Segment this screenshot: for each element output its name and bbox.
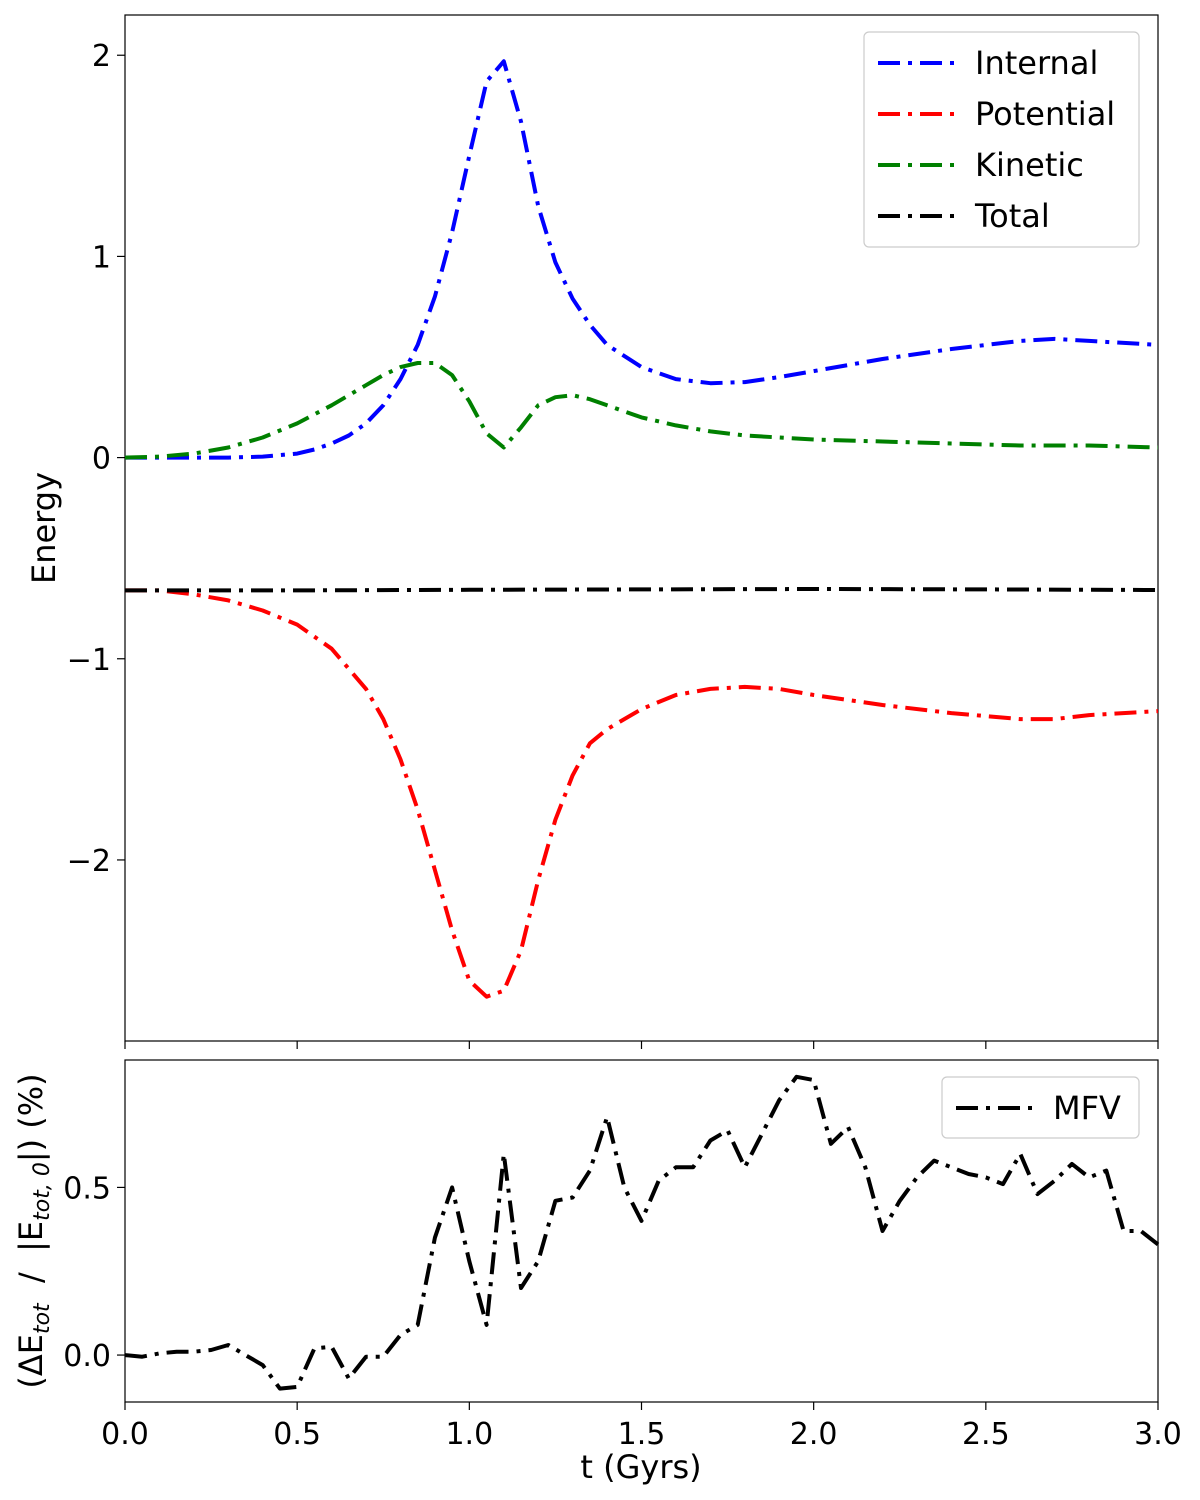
energy-legend-label-internal: Internal [975, 44, 1098, 82]
energy-y-tick-label: 2 [92, 39, 111, 74]
energy-y-tick-label: −2 [67, 844, 111, 879]
error-ylabel-sub-2: tot, 0 [30, 1162, 55, 1221]
energy-legend-label-total: Total [974, 197, 1050, 235]
error-x-tick-label: 1.5 [618, 1417, 666, 1452]
error-series [124, 1074, 1160, 1391]
error-y-tick-label: 0.0 [63, 1339, 111, 1374]
x-axis-label: t (Gyrs) [580, 1448, 701, 1486]
energy-legend: Internal Potential Kinetic Total [863, 31, 1140, 248]
error-x-tick-label: 0.5 [273, 1417, 321, 1452]
energy-y-tick-label: 0 [92, 442, 111, 477]
error-y-tick-label: 0.5 [63, 1171, 111, 1206]
error-legend: MFV [941, 1076, 1140, 1139]
energy-legend-label-kinetic: Kinetic [975, 146, 1084, 184]
error-x-tick-label: 0.0 [101, 1417, 149, 1452]
energy-y-axis-label: Energy [25, 472, 63, 584]
energy-series-kinetic [124, 361, 1159, 460]
error-ylabel-part-2: / |E [12, 1221, 50, 1303]
error-x-tick-label: 2.0 [790, 1417, 838, 1452]
error-x-tick-label: 1.0 [445, 1417, 493, 1452]
energy-y-ticks: −2 −1 0 1 2 [67, 39, 125, 879]
error-ylabel-part-3: |) (%) [12, 1073, 50, 1162]
energy-y-tick-label: −1 [67, 643, 111, 678]
error-series-mfv [124, 1074, 1160, 1391]
energy-series-internal [125, 59, 1159, 460]
error-x-tick-label: 2.5 [962, 1417, 1010, 1452]
error-legend-frame [941, 1076, 1140, 1139]
error-x-tick-label: 3.0 [1134, 1417, 1182, 1452]
error-y-ticks: 0.0 0.5 [63, 1171, 125, 1374]
energy-series [124, 59, 1159, 999]
energy-legend-frame [863, 31, 1140, 248]
error-x-ticks: 0.0 0.5 1.0 1.5 2.0 2.5 3.0 [101, 1402, 1182, 1452]
error-ylabel-sub-1: tot [30, 1302, 55, 1334]
energy-legend-label-potential: Potential [975, 95, 1115, 133]
energy-series-total [125, 587, 1159, 593]
error-ylabel-part-1: (ΔE [12, 1334, 50, 1389]
energy-y-tick-label: 1 [92, 240, 111, 275]
energy-error-panel: 0.0 0.5 0.0 0.5 1.0 1.5 2.0 2.5 3.0 (ΔEtot / |E… [12, 1059, 1182, 1486]
energy-x-ticks [124, 1041, 1159, 1049]
error-y-axis-label: (ΔEtot / |Etot, 0|) (%) [12, 1073, 55, 1388]
energy-panel: −2 −1 0 1 2 Energy Internal Potential Kinetic T… [25, 14, 1159, 1049]
error-legend-label-mfv: MFV [1053, 1089, 1121, 1127]
energy-series-potential [125, 588, 1159, 999]
